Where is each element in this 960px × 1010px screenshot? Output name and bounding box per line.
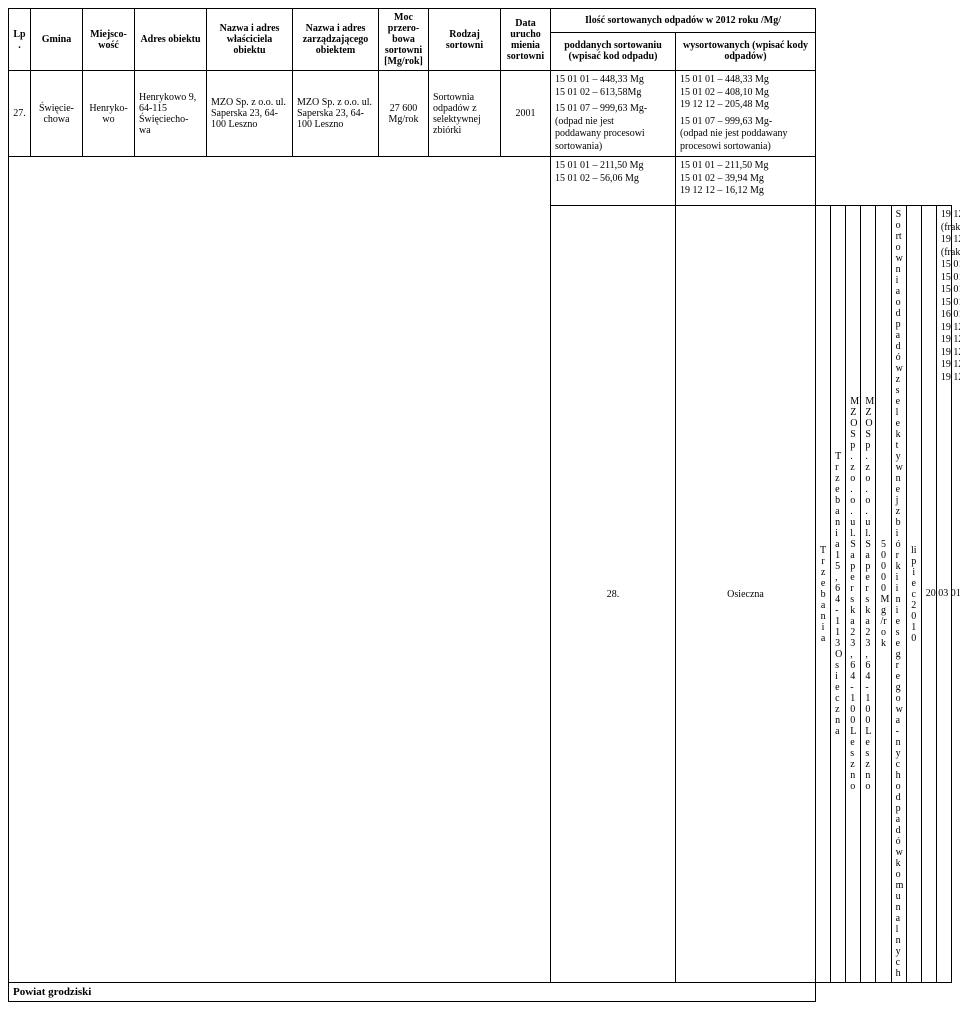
cell-adres: Henrykowo 9, 64-115 Święciecho-wa [135,71,207,157]
col-adres: Adres obiektu [135,9,207,71]
col-wysort: wysortowanych (wpisać kody odpadów) [676,32,816,70]
table-row: 27. Święcie-chowa Henryko-wo Henrykowo 9… [9,71,952,157]
section-label: Powiat grodziski [9,983,816,1002]
col-miejsc: Miejsco-wość [83,9,135,71]
cell-wysort-mid: 15 01 01 – 211,50 Mg15 01 02 – 39,94 Mg1… [676,157,816,206]
cell-owner: MZO Sp. z o.o. ul. Saperska 23, 64-100 L… [207,71,293,157]
cell-lp: 28. [551,206,676,983]
col-poddanych: poddanych sortowaniu (wpisać kod odpadu) [551,32,676,70]
empty-span [9,157,551,983]
col-owner: Nazwa i adres właściciela obiektu [207,9,293,71]
col-moc: Moc przero-bowa sortowni [Mg/rok] [379,9,429,71]
cell-oper: MZO Sp. z o.o. ul. Saperska 23, 64-100 L… [293,71,379,157]
cell-rodzaj: Sortownia odpadów z selektywnej zbiórki [429,71,501,157]
cell-lp: 27. [9,71,31,157]
cell-rodzaj: Sortownia odpadów z selektywnej zbiórki … [891,206,906,983]
cell-miejsc: Henryko-wo [83,71,135,157]
col-ilosc: Ilość sortowanych odpadów w 2012 roku /M… [551,9,816,33]
table-row-footer: Powiat grodziski [9,983,952,1002]
cell-adres: Trzebania 15, 64-113 Osieczna [831,206,846,983]
col-data: Data uruchomienia sortowni [501,9,551,71]
col-rodzaj: Rodzaj sortowni [429,9,501,71]
cell-owner: MZO Sp. z o.o. ul. Saperska 23, 64-100 L… [846,206,861,983]
col-gmina: Gmina [31,9,83,71]
table-row: 15 01 01 – 211,50 Mg15 01 02 – 56,06 Mg … [9,157,952,206]
cell-oper: MZO Sp. z o.o. ul. Saperska 23, 64-100 L… [861,206,876,983]
col-lp: Lp. [9,9,31,71]
table-header: Lp. Gmina Miejsco-wość Adres obiektu Naz… [9,9,952,71]
cell-gmina: Święcie-chowa [31,71,83,157]
cell-gmina: Osieczna [676,206,816,983]
cell-miejsc: Trzebania [816,206,831,983]
cell-moc: 50 000 Mg/rok [876,206,891,983]
cell-moc: 27 600 Mg/rok [379,71,429,157]
cell-poddanych: 20 03 01 –49084,78 Mg [921,206,936,983]
cell-poddanych-mid: 15 01 01 – 211,50 Mg15 01 02 – 56,06 Mg [551,157,676,206]
cell-data: lipiec 2010 [906,206,921,983]
col-oper: Nazwa i adres zarządzającego obiektem [293,9,379,71]
cell-wysort: 15 01 01 – 448,33 Mg15 01 02 – 408,10 Mg… [676,71,816,157]
cell-data: 2001 [501,71,551,157]
cell-poddanych: 15 01 01 – 448,33 Mg15 01 02 – 613,58Mg … [551,71,676,157]
sorting-facilities-table: Lp. Gmina Miejsco-wość Adres obiektu Naz… [8,8,952,1002]
cell-wysort: 19 12 12 –4910,51 Mg(frakcja bio)19 12 1… [936,206,951,983]
